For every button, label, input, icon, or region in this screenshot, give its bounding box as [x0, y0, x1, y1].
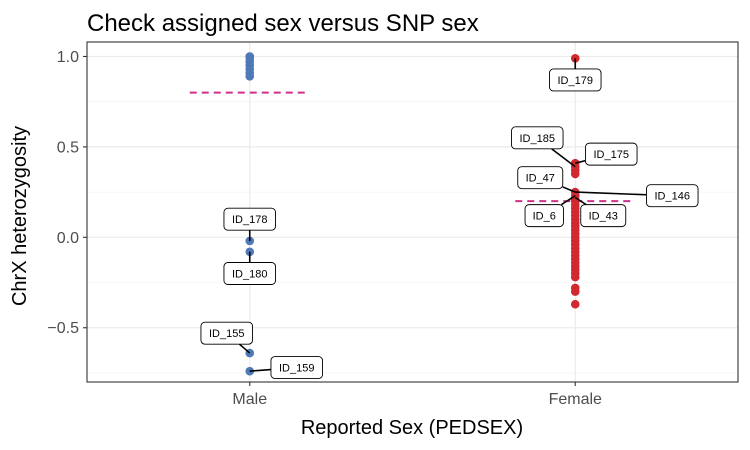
x-axis-title: Reported Sex (PEDSEX): [301, 417, 523, 439]
y-tick-label: 1.0: [57, 49, 79, 66]
y-tick-label: 0.0: [57, 230, 79, 247]
annotation-labels: ID_178 ID_180 ID_155 ID_159 ID_179 ID_185 ID_1…: [200, 58, 699, 379]
annotation-label: ID_6: [533, 211, 556, 223]
panel-border: [86, 41, 739, 383]
x-tick-label: Male: [232, 391, 267, 408]
annotation-label-box: [549, 68, 602, 92]
y-tick-label: −0.5: [47, 320, 79, 337]
annotation-label-box: [200, 321, 253, 345]
annotation-leader: [562, 186, 576, 193]
annotation-label-box: [223, 207, 276, 231]
annotation-leader: [551, 148, 576, 168]
annotation-leader: [249, 368, 272, 372]
annotation-label: ID_180: [232, 268, 267, 280]
y-tick-label: 0.5: [57, 139, 79, 156]
annotation-label: ID_47: [526, 173, 555, 185]
data-point: [245, 72, 255, 81]
annotation-leader: [238, 343, 251, 354]
annotation-label-box: [270, 356, 324, 379]
annotation-label-box: [580, 204, 627, 228]
plot-panel: ID_178 ID_180 ID_155 ID_159 ID_179 ID_185 ID_1…: [86, 41, 739, 383]
data-point: [570, 299, 580, 309]
y-axis-title: ChrX heterozygosity: [9, 126, 31, 306]
annotation-leader: [575, 191, 647, 196]
x-tick-label: Female: [549, 391, 602, 408]
annotation-label: ID_159: [279, 363, 314, 375]
annotation-label: ID_179: [558, 75, 593, 87]
annotation-label: ID_43: [589, 211, 618, 223]
annotation-label-box: [517, 166, 564, 190]
annotation-label: ID_146: [655, 191, 690, 203]
annotation-label-box: [585, 142, 638, 166]
annotation-label: ID_178: [232, 214, 267, 226]
annotation-label: ID_155: [209, 328, 244, 340]
chart-title: Check assigned sex versus SNP sex: [87, 10, 479, 37]
annotation-leader: [560, 195, 576, 206]
data-point: [570, 287, 580, 296]
data-point: [570, 272, 580, 282]
annotation-leader: [574, 196, 587, 206]
data-point: [570, 169, 580, 179]
annotation-label-box: [223, 262, 276, 285]
annotation-label: ID_185: [520, 133, 555, 145]
annotation-label-box: [646, 184, 699, 208]
panel-background: [87, 42, 738, 382]
annotation-leader: [575, 159, 586, 164]
annotation-label-box: [524, 204, 564, 228]
annotation-label: ID_175: [594, 149, 629, 161]
annotation-label-box: [511, 126, 564, 150]
